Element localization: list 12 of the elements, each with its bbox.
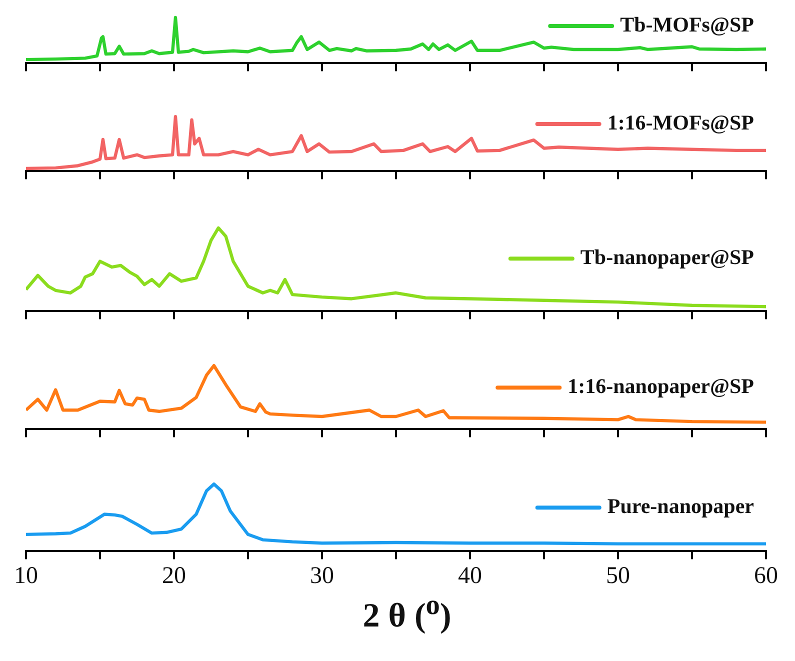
x-tick-label: 20 <box>162 562 186 589</box>
x-axis-title: 2 θ ($^{o}$) <box>362 590 452 636</box>
x-tick-label: 10 <box>14 562 38 589</box>
x-tick-label: 40 <box>458 562 482 589</box>
legend-label: Tb-nanopaper@SP <box>580 245 754 270</box>
legend-label: 1:16-MOFs@SP <box>607 110 754 134</box>
legend-label: 1:16-nanopaper@SP <box>568 374 754 398</box>
x-tick-label: 30 <box>310 562 334 589</box>
x-tick-label: 60 <box>754 562 778 589</box>
x-tick-label: 50 <box>606 562 630 589</box>
legend-label: Pure-nanopaper <box>607 494 754 518</box>
legend-label: Tb-MOFs@SP <box>620 12 754 36</box>
